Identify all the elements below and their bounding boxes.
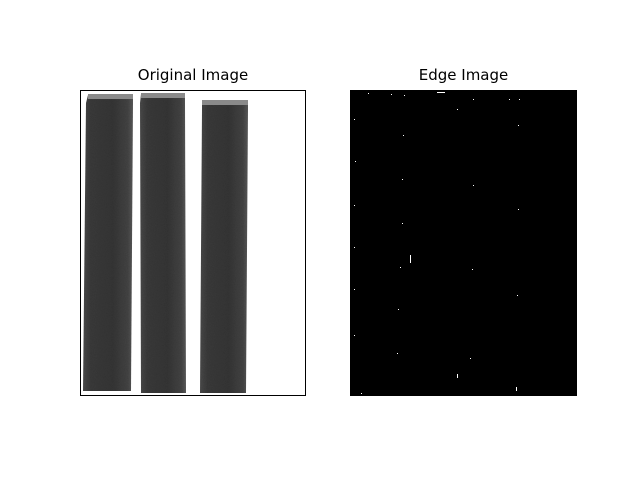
- edge-image: [351, 91, 576, 395]
- edge-pixels: [354, 92, 520, 394]
- edge-image-panel: [350, 90, 577, 396]
- rod-2: [140, 94, 186, 393]
- rod-1: [83, 95, 133, 391]
- edge-image-title: Edge Image: [418, 66, 509, 84]
- original-image: [81, 91, 305, 395]
- rod-3: [200, 101, 248, 393]
- original-image-title: Original Image: [137, 66, 249, 84]
- original-image-panel: [80, 90, 306, 396]
